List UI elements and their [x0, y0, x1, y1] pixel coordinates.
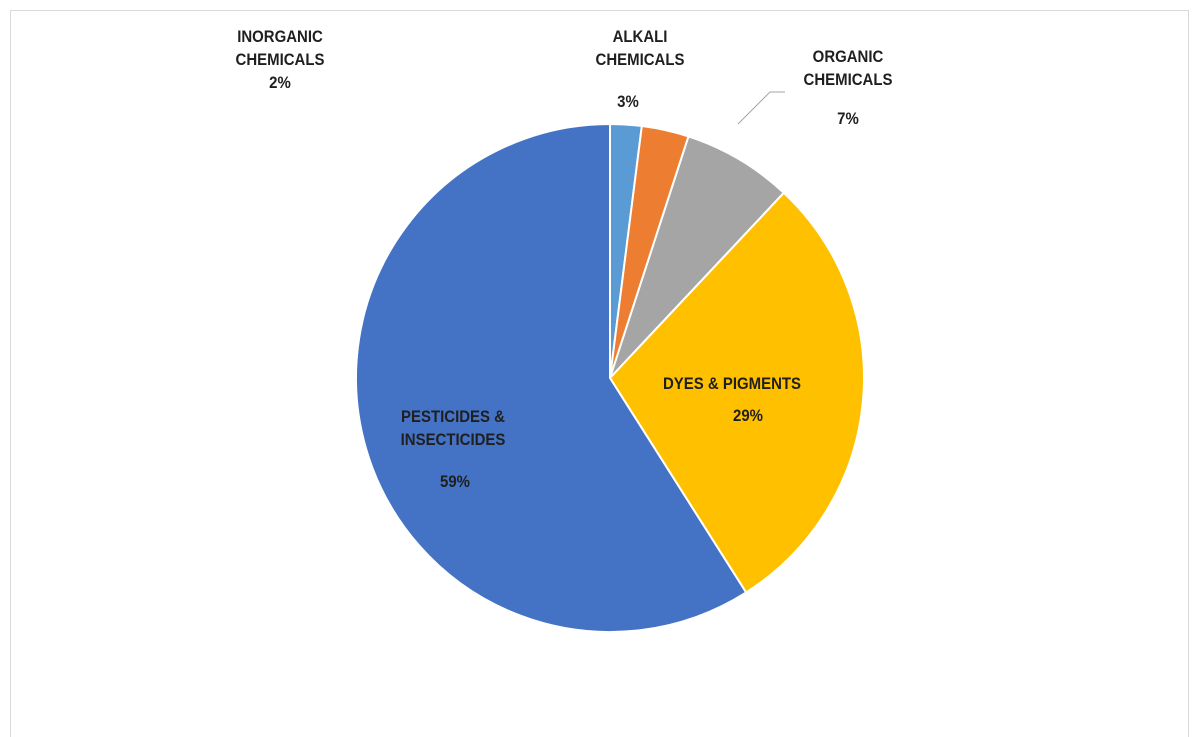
frame [10, 10, 1189, 737]
leader-line [737, 91, 785, 125]
value-label: 29% [733, 406, 763, 425]
category-label: ORGANIC CHEMICALS [803, 47, 893, 89]
pie-slice [608, 191, 865, 594]
pie-slice [609, 135, 786, 379]
value-label: 59% [440, 472, 470, 491]
value-label: 2% [269, 73, 291, 92]
category-label: PESTICIDES & INSECTICIDES [400, 407, 506, 449]
category-label: DYES & PIGMENTS [663, 374, 801, 393]
category-label: ALKALI CHEMICALS [595, 27, 685, 69]
value-label: 7% [837, 109, 859, 128]
value-label: 3% [617, 92, 639, 111]
category-label: INORGANIC CHEMICALS [235, 27, 325, 69]
pie-slice [355, 122, 748, 633]
